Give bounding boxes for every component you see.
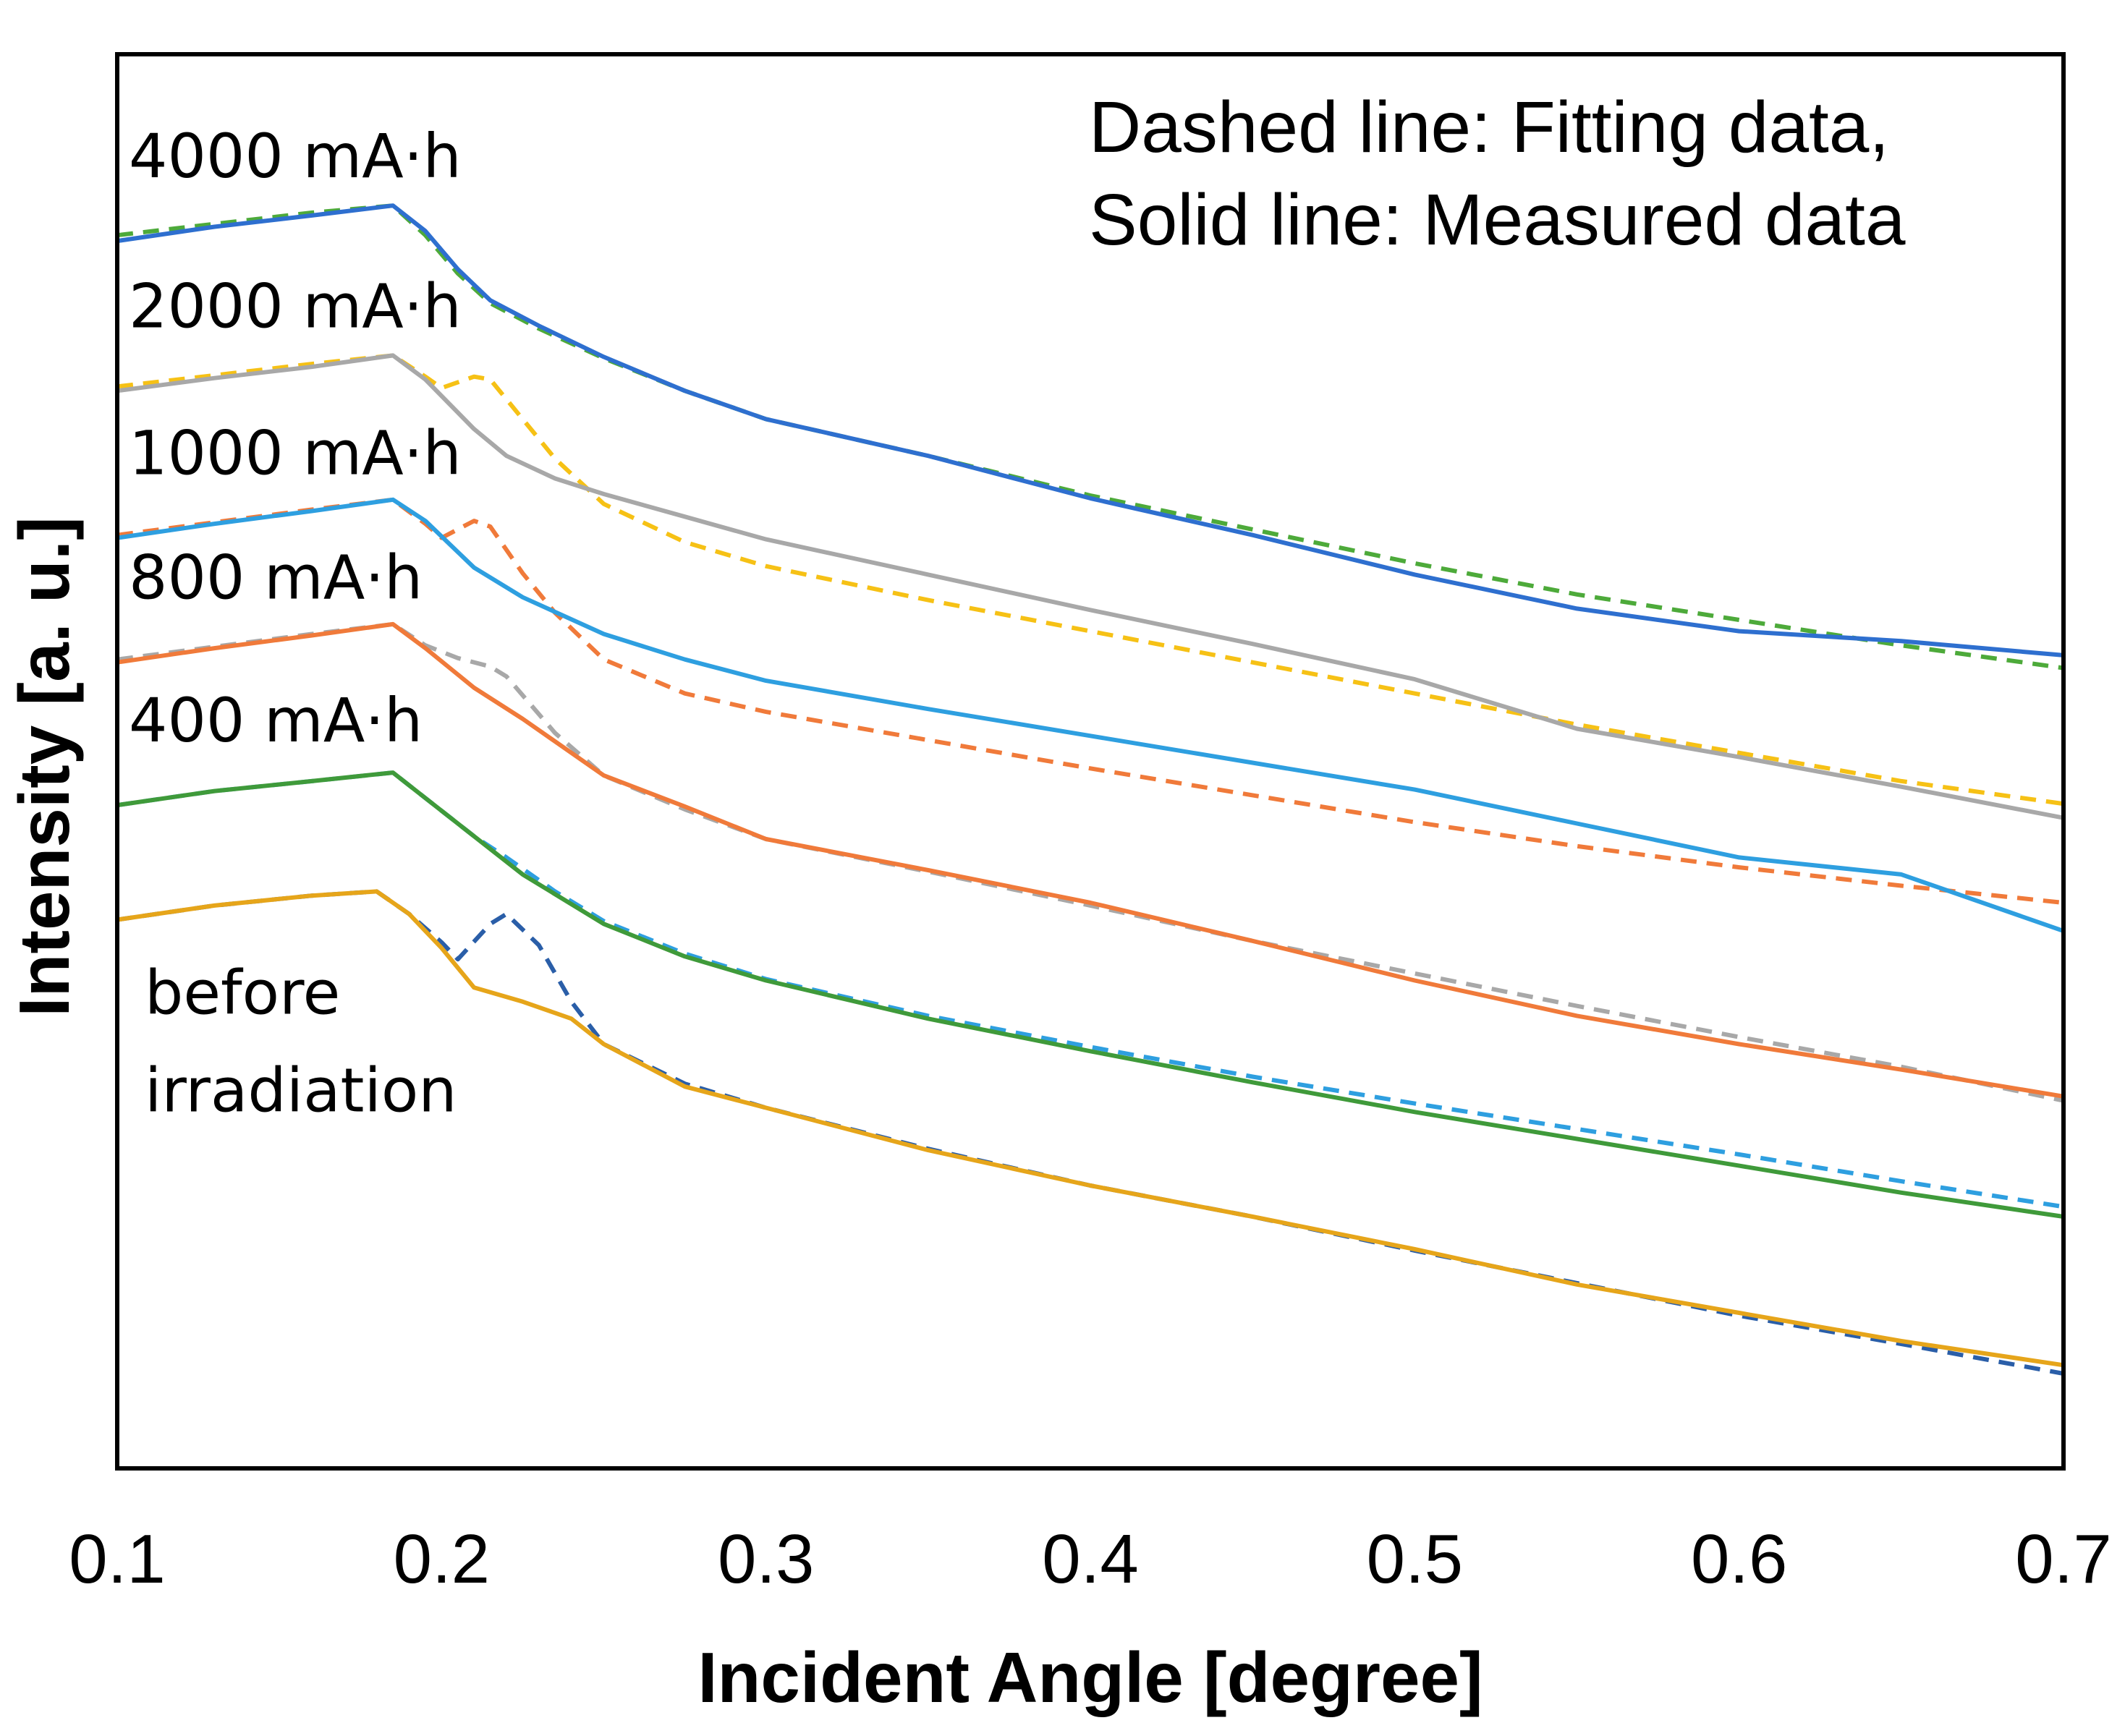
- series-label-1: 2000 mA·h: [129, 271, 462, 341]
- series-label-2: 1000 mA·h: [129, 418, 462, 489]
- x-tick-layer: 0.1 0.2 0.3 0.4 0.5 0.6 0.7: [69, 1520, 2111, 1598]
- measured-line-4: [116, 770, 2064, 1219]
- series-group-3: [116, 621, 2064, 1103]
- series-group-2: [116, 497, 2064, 933]
- series-group-0: [116, 203, 2064, 671]
- series-label-4: 400 mA·h: [129, 685, 423, 756]
- series-label-layer: 4000 mA·h 2000 mA·h 1000 mA·h 800 mA·h 400 m…: [129, 121, 462, 1126]
- x-tick-label-3: 0.4: [1042, 1520, 1138, 1598]
- series-group-1: [116, 353, 2064, 820]
- x-axis-title: Incident Angle [degree]: [697, 1638, 1483, 1717]
- measured-line-5: [116, 889, 2064, 1368]
- x-tick-label-1: 0.2: [394, 1520, 490, 1598]
- series-group-4: [116, 770, 2064, 1219]
- series-label-0: 4000 mA·h: [129, 121, 462, 192]
- x-tick-label-2: 0.3: [718, 1520, 814, 1598]
- x-tick-label-6: 0.7: [2015, 1520, 2111, 1598]
- series-label-5-line-1: irradiation: [145, 1055, 457, 1126]
- series-label-5-line-0: before: [145, 958, 340, 1029]
- x-tick-label-0: 0.1: [69, 1520, 165, 1598]
- measured-line-2: [116, 497, 2064, 933]
- series-layer: [116, 203, 2064, 1376]
- measured-line-1: [116, 353, 2064, 820]
- x-tick-label-4: 0.5: [1367, 1520, 1463, 1598]
- series-label-3: 800 mA·h: [129, 542, 423, 613]
- measured-line-0: [116, 203, 2064, 658]
- annotation-line-2: Solid line: Measured data: [1089, 179, 1906, 260]
- series-group-5: [116, 889, 2064, 1376]
- plot-frame: [115, 52, 2066, 1471]
- annotation-line-1: Dashed line: Fitting data,: [1089, 87, 1889, 168]
- y-axis-title: Intensity [a. u.]: [4, 516, 84, 1017]
- measured-line-3: [116, 621, 2064, 1099]
- x-tick-label-5: 0.6: [1691, 1520, 1787, 1598]
